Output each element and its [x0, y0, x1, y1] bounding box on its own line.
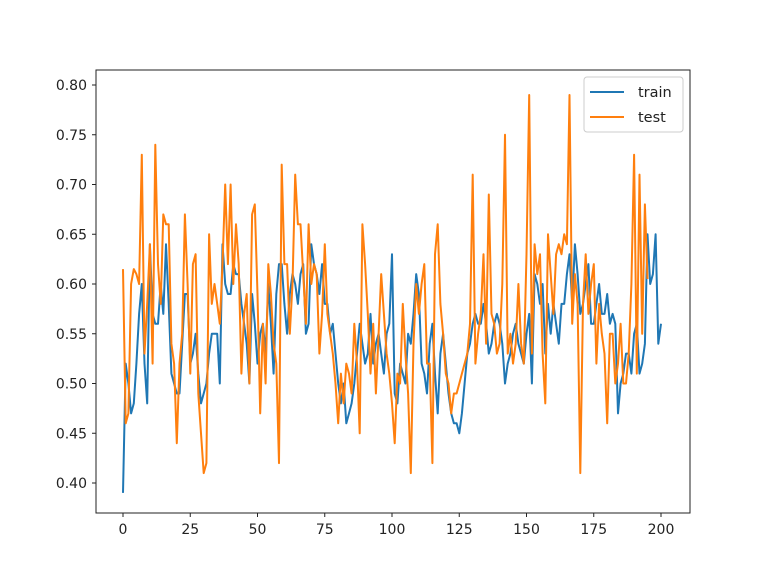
legend-label-test: test	[638, 110, 666, 126]
y-tick-label: 0.45	[56, 426, 87, 442]
x-tick-label: 25	[181, 522, 199, 538]
y-tick-label: 0.70	[56, 178, 87, 194]
x-tick-label: 75	[316, 522, 334, 538]
x-tick-label: 125	[446, 522, 473, 538]
x-axis: 0 25 50 75 100 125 150 175 200	[119, 513, 675, 538]
legend-box	[583, 76, 684, 133]
x-tick-label: 0	[119, 522, 128, 538]
y-tick-label: 0.50	[56, 377, 87, 393]
y-tick-label: 0.40	[56, 476, 87, 492]
x-tick-label: 50	[249, 522, 267, 538]
y-tick-label: 0.65	[56, 227, 87, 243]
y-tick-label: 0.55	[56, 327, 87, 343]
series-line-test	[122, 94, 649, 475]
legend: train test	[583, 76, 684, 133]
series-layer	[122, 94, 662, 493]
y-tick-label: 0.75	[56, 128, 87, 144]
legend-label-train: train	[638, 85, 672, 101]
x-tick-label: 175	[580, 522, 607, 538]
y-axis: 0.40 0.45 0.50 0.55 0.60 0.65 0.70 0.75 0.80	[56, 78, 96, 492]
y-tick-label: 0.80	[56, 78, 87, 94]
x-tick-label: 100	[379, 522, 406, 538]
x-tick-label: 200	[648, 522, 675, 538]
axes-frame	[95, 69, 691, 514]
x-tick-label: 150	[513, 522, 540, 538]
y-tick-label: 0.60	[56, 277, 87, 293]
